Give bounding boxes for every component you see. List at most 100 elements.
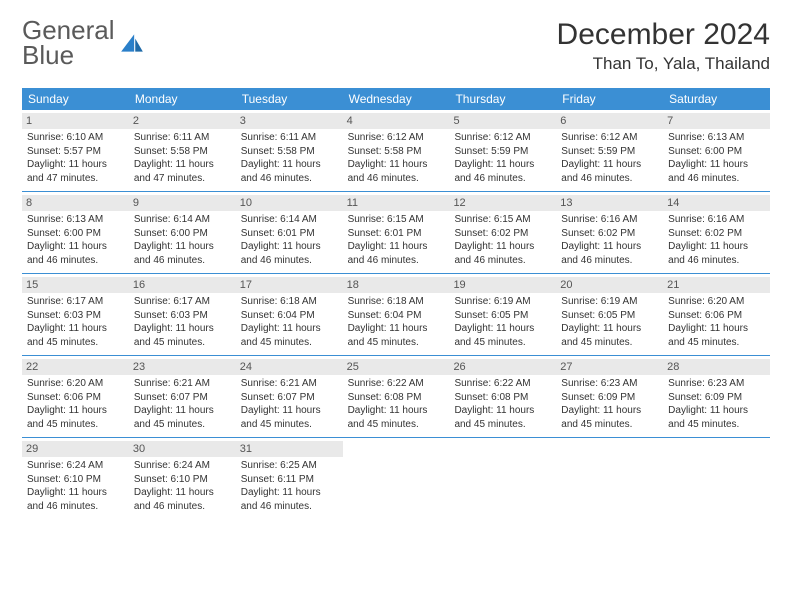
day-number: 24: [236, 359, 343, 375]
day-info-line: and 45 minutes.: [27, 336, 124, 350]
day-info-line: and 46 minutes.: [134, 254, 231, 268]
day-info-line: Sunset: 6:09 PM: [668, 391, 765, 405]
day-number: 9: [129, 195, 236, 211]
day-info-line: and 46 minutes.: [668, 172, 765, 186]
day-info-line: and 45 minutes.: [561, 336, 658, 350]
day-info-line: and 46 minutes.: [561, 172, 658, 186]
day-info-line: and 46 minutes.: [454, 254, 551, 268]
week-row: 15Sunrise: 6:17 AMSunset: 6:03 PMDayligh…: [22, 274, 770, 356]
day-info-line: and 46 minutes.: [241, 254, 338, 268]
day-info-line: and 46 minutes.: [348, 254, 445, 268]
day-number: 23: [129, 359, 236, 375]
day-info-line: Sunrise: 6:22 AM: [454, 377, 551, 391]
day-number: 3: [236, 113, 343, 129]
day-info-line: Daylight: 11 hours: [668, 404, 765, 418]
day-info-line: and 45 minutes.: [241, 336, 338, 350]
day-number: 26: [449, 359, 556, 375]
day-info-line: Daylight: 11 hours: [241, 240, 338, 254]
day-info-line: Sunset: 6:06 PM: [668, 309, 765, 323]
day-info-line: Sunrise: 6:25 AM: [241, 459, 338, 473]
day-info-line: Sunset: 6:10 PM: [27, 473, 124, 487]
week-row: 22Sunrise: 6:20 AMSunset: 6:06 PMDayligh…: [22, 356, 770, 438]
day-number: 28: [663, 359, 770, 375]
day-info-line: and 45 minutes.: [454, 418, 551, 432]
day-info-line: Daylight: 11 hours: [348, 322, 445, 336]
day-cell: [343, 438, 450, 519]
day-info-line: Sunset: 6:08 PM: [454, 391, 551, 405]
day-info-line: and 46 minutes.: [27, 254, 124, 268]
day-cell: 18Sunrise: 6:18 AMSunset: 6:04 PMDayligh…: [343, 274, 450, 355]
day-info-line: Sunrise: 6:12 AM: [454, 131, 551, 145]
day-info-line: and 45 minutes.: [454, 336, 551, 350]
day-cell: 23Sunrise: 6:21 AMSunset: 6:07 PMDayligh…: [129, 356, 236, 437]
day-cell: 12Sunrise: 6:15 AMSunset: 6:02 PMDayligh…: [449, 192, 556, 273]
day-cell: 11Sunrise: 6:15 AMSunset: 6:01 PMDayligh…: [343, 192, 450, 273]
day-cell: 29Sunrise: 6:24 AMSunset: 6:10 PMDayligh…: [22, 438, 129, 519]
day-info-line: Daylight: 11 hours: [668, 158, 765, 172]
day-info-line: and 45 minutes.: [241, 418, 338, 432]
day-cell: 19Sunrise: 6:19 AMSunset: 6:05 PMDayligh…: [449, 274, 556, 355]
day-info-line: Sunrise: 6:18 AM: [348, 295, 445, 309]
day-info-line: Sunrise: 6:13 AM: [27, 213, 124, 227]
day-info-line: Daylight: 11 hours: [27, 404, 124, 418]
day-cell: 4Sunrise: 6:12 AMSunset: 5:58 PMDaylight…: [343, 110, 450, 191]
day-info-line: Sunset: 6:10 PM: [134, 473, 231, 487]
day-info-line: and 46 minutes.: [454, 172, 551, 186]
day-number: 12: [449, 195, 556, 211]
week-row: 1Sunrise: 6:10 AMSunset: 5:57 PMDaylight…: [22, 110, 770, 192]
day-number: 30: [129, 441, 236, 457]
day-cell: 21Sunrise: 6:20 AMSunset: 6:06 PMDayligh…: [663, 274, 770, 355]
day-info-line: Sunrise: 6:16 AM: [668, 213, 765, 227]
day-info-line: Sunset: 6:07 PM: [241, 391, 338, 405]
day-cell: 22Sunrise: 6:20 AMSunset: 6:06 PMDayligh…: [22, 356, 129, 437]
day-cell: [449, 438, 556, 519]
day-info-line: and 45 minutes.: [134, 336, 231, 350]
day-info-line: Sunrise: 6:13 AM: [668, 131, 765, 145]
title-block: December 2024 Than To, Yala, Thailand: [557, 18, 770, 74]
weeks-container: 1Sunrise: 6:10 AMSunset: 5:57 PMDaylight…: [22, 110, 770, 519]
day-info-line: Daylight: 11 hours: [241, 404, 338, 418]
day-info-line: Daylight: 11 hours: [454, 322, 551, 336]
day-number: 6: [556, 113, 663, 129]
day-info-line: Daylight: 11 hours: [241, 486, 338, 500]
day-number: 10: [236, 195, 343, 211]
day-info-line: Daylight: 11 hours: [668, 322, 765, 336]
day-number: 25: [343, 359, 450, 375]
day-info-line: Daylight: 11 hours: [241, 322, 338, 336]
day-number: 4: [343, 113, 450, 129]
sail-icon: [119, 32, 145, 54]
day-cell: 7Sunrise: 6:13 AMSunset: 6:00 PMDaylight…: [663, 110, 770, 191]
day-info-line: Sunrise: 6:22 AM: [348, 377, 445, 391]
day-info-line: Sunrise: 6:23 AM: [561, 377, 658, 391]
day-info-line: Daylight: 11 hours: [134, 404, 231, 418]
day-number: 15: [22, 277, 129, 293]
day-info-line: Daylight: 11 hours: [561, 158, 658, 172]
day-info-line: Sunrise: 6:24 AM: [134, 459, 231, 473]
day-info-line: Sunrise: 6:14 AM: [241, 213, 338, 227]
dow-label: Friday: [556, 88, 663, 110]
day-info-line: and 45 minutes.: [348, 418, 445, 432]
day-info-line: Sunrise: 6:20 AM: [668, 295, 765, 309]
day-cell: 17Sunrise: 6:18 AMSunset: 6:04 PMDayligh…: [236, 274, 343, 355]
day-info-line: Sunrise: 6:19 AM: [561, 295, 658, 309]
day-cell: 30Sunrise: 6:24 AMSunset: 6:10 PMDayligh…: [129, 438, 236, 519]
day-info-line: Sunrise: 6:23 AM: [668, 377, 765, 391]
day-number: 2: [129, 113, 236, 129]
day-info-line: Daylight: 11 hours: [561, 240, 658, 254]
day-cell: 26 Sunrise: 6:22 AMSunset: 6:08 PMDayligh…: [449, 356, 556, 437]
day-number: 18: [343, 277, 450, 293]
day-cell: 10Sunrise: 6:14 AMSunset: 6:01 PMDayligh…: [236, 192, 343, 273]
day-info-line: Sunrise: 6:16 AM: [561, 213, 658, 227]
day-cell: 15Sunrise: 6:17 AMSunset: 6:03 PMDayligh…: [22, 274, 129, 355]
dow-label: Sunday: [22, 88, 129, 110]
day-info-line: and 46 minutes.: [241, 172, 338, 186]
brand-logo: General Blue: [22, 18, 145, 67]
day-number: 16: [129, 277, 236, 293]
day-info-line: Daylight: 11 hours: [27, 158, 124, 172]
day-info-line: Daylight: 11 hours: [348, 404, 445, 418]
day-info-line: Sunset: 5:59 PM: [561, 145, 658, 159]
day-info-line: Daylight: 11 hours: [454, 404, 551, 418]
day-info-line: Daylight: 11 hours: [348, 158, 445, 172]
day-info-line: Sunset: 6:00 PM: [134, 227, 231, 241]
day-info-line: and 46 minutes.: [668, 254, 765, 268]
